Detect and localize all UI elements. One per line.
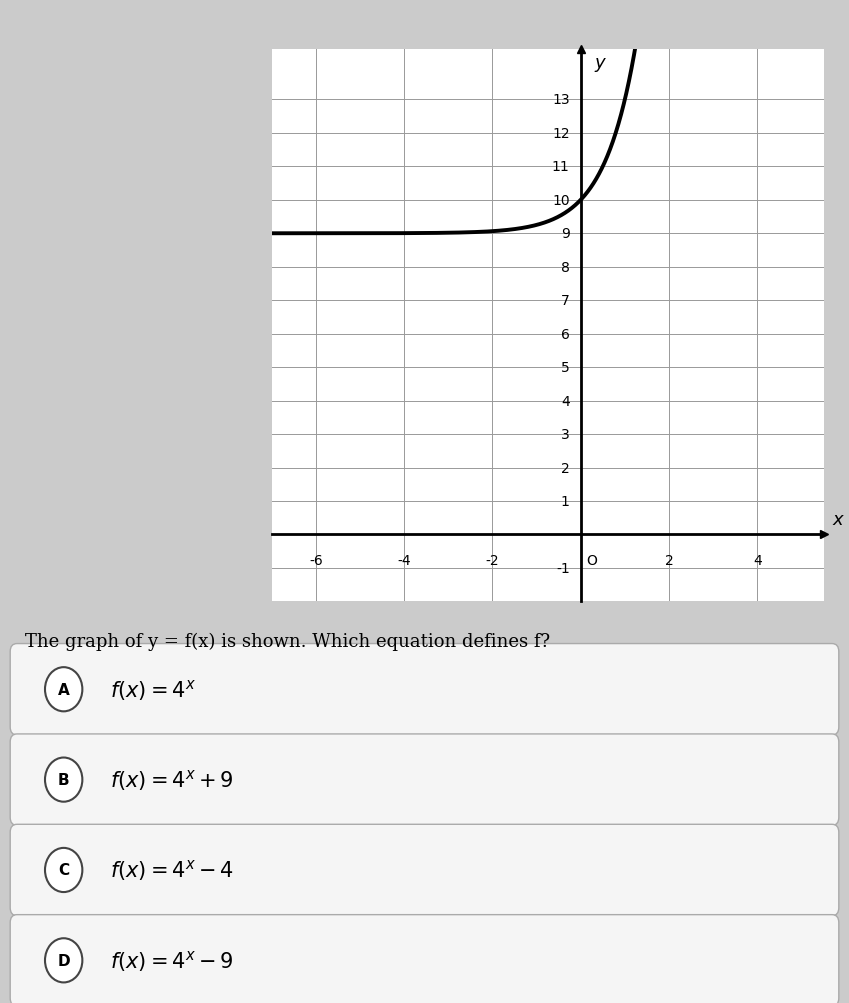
Text: The graph of y = f(x) is shown. Which equation defines f?: The graph of y = f(x) is shown. Which eq… — [25, 632, 551, 650]
Text: -1: -1 — [556, 562, 570, 576]
Text: 4: 4 — [753, 554, 762, 568]
Text: 11: 11 — [552, 160, 570, 175]
Text: $f(x) = 4^{x} + 9$: $f(x) = 4^{x} + 9$ — [110, 767, 234, 792]
Text: 12: 12 — [552, 126, 570, 140]
Text: 4: 4 — [561, 394, 570, 408]
Text: 5: 5 — [561, 361, 570, 375]
Text: 2: 2 — [561, 461, 570, 475]
Text: -6: -6 — [309, 554, 323, 568]
Text: 2: 2 — [665, 554, 673, 568]
Text: D: D — [58, 953, 70, 968]
Text: 13: 13 — [552, 93, 570, 107]
Text: 8: 8 — [561, 261, 570, 275]
Text: 1: 1 — [561, 494, 570, 509]
Text: $f(x) = 4^{x} - 4$: $f(x) = 4^{x} - 4$ — [110, 858, 234, 883]
Text: A: A — [58, 682, 70, 697]
Text: $f(x) = 4^{x} - 9$: $f(x) = 4^{x} - 9$ — [110, 948, 234, 973]
Text: 7: 7 — [561, 294, 570, 308]
Text: -2: -2 — [486, 554, 499, 568]
Text: -4: -4 — [397, 554, 411, 568]
Text: 10: 10 — [552, 194, 570, 208]
Text: 9: 9 — [561, 227, 570, 241]
Text: B: B — [58, 772, 70, 787]
Text: 6: 6 — [561, 327, 570, 341]
Text: $f(x) = 4^{x}$: $f(x) = 4^{x}$ — [110, 677, 196, 702]
Text: y: y — [594, 53, 604, 71]
Text: O: O — [587, 554, 597, 568]
Text: 3: 3 — [561, 427, 570, 441]
Text: x: x — [832, 511, 843, 529]
Text: C: C — [58, 863, 70, 878]
